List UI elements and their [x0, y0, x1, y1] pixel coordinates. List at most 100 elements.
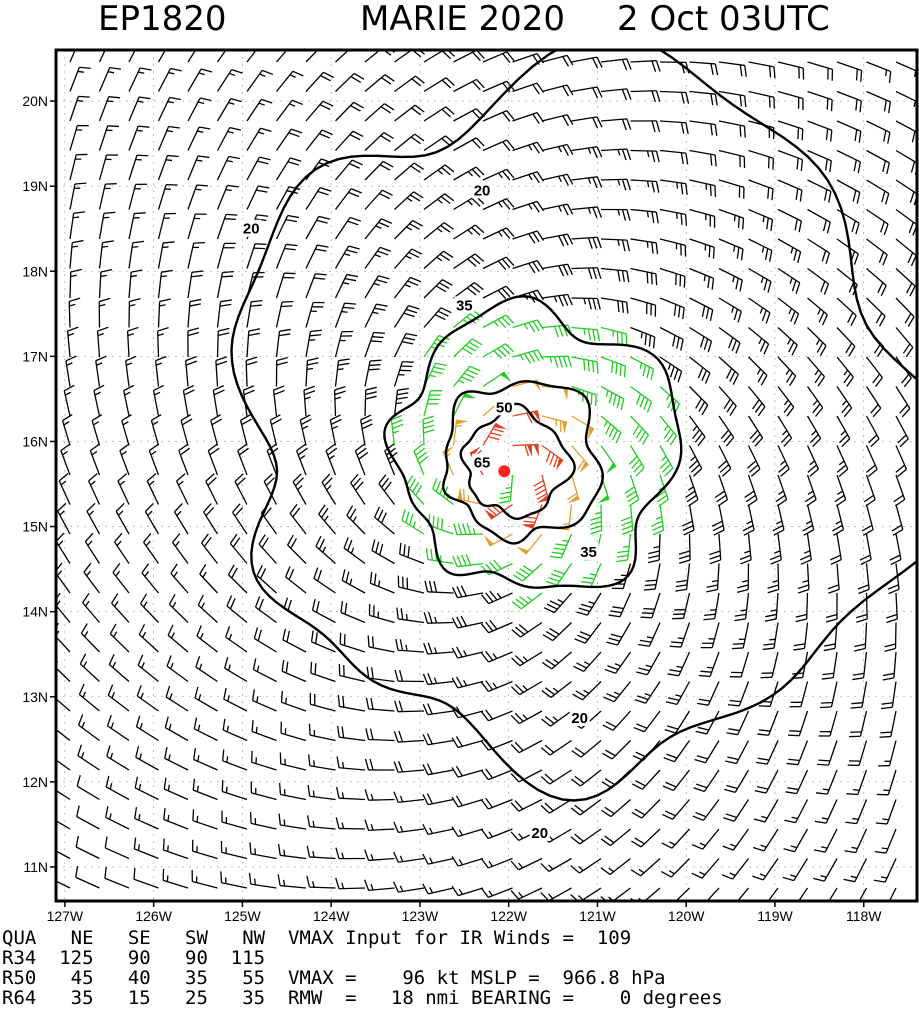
barb-full	[451, 707, 459, 719]
barb-full	[544, 773, 554, 783]
barb-full	[794, 218, 798, 231]
barb-full	[515, 598, 526, 607]
barb-full	[697, 367, 704, 379]
barb-full	[735, 277, 739, 290]
barb-full	[258, 185, 270, 189]
barb-half	[622, 545, 630, 548]
wind-barb	[541, 680, 572, 698]
barb-full	[861, 524, 873, 532]
barb-full	[103, 211, 116, 215]
barb-half	[202, 571, 207, 578]
barb-full	[413, 443, 424, 452]
wind-barb	[105, 775, 130, 801]
barb-half	[349, 578, 353, 585]
barb-full	[353, 72, 365, 80]
barb-half	[787, 338, 792, 345]
barb-full	[890, 558, 902, 566]
barb-full	[349, 508, 357, 519]
barb-full	[265, 477, 275, 487]
barb-full	[850, 706, 863, 709]
barb-full	[723, 398, 731, 410]
wind-barb	[571, 116, 603, 129]
barb-full	[257, 160, 269, 165]
barb-full	[105, 806, 109, 818]
barb-full	[683, 529, 695, 536]
barb-half	[147, 510, 153, 516]
wind-barb	[753, 799, 779, 823]
barb-half	[399, 825, 404, 833]
barb-full	[276, 356, 288, 362]
barb-full	[371, 636, 375, 648]
wind-barb	[659, 149, 689, 165]
barb-full	[365, 386, 377, 391]
barb-full	[346, 273, 359, 278]
barb-flag	[493, 423, 507, 430]
barb-full	[193, 241, 206, 244]
wind-barb	[187, 126, 211, 151]
barb-full	[729, 371, 736, 382]
wind-barb	[718, 415, 735, 447]
barb-half	[66, 362, 73, 366]
barb-full	[446, 50, 455, 57]
wind-barb	[104, 866, 130, 889]
barb-full	[131, 269, 143, 273]
barb-full	[344, 277, 357, 282]
barb-full	[107, 684, 114, 696]
wind-barb	[777, 208, 802, 233]
barb-half	[433, 677, 438, 684]
barb-full	[261, 69, 274, 76]
barb-flag	[562, 387, 568, 401]
wind-barb	[334, 245, 360, 269]
barb-full	[460, 615, 467, 627]
barb-half	[144, 571, 150, 577]
barb-full	[544, 802, 554, 812]
wind-barb	[333, 386, 346, 417]
wind-barb	[451, 615, 484, 629]
wind-barb	[510, 887, 543, 900]
barb-staff	[56, 820, 71, 830]
barb-full	[435, 480, 442, 492]
barb-full	[510, 889, 519, 900]
barb-full	[887, 584, 899, 590]
wind-barb	[630, 179, 660, 193]
barb-half	[341, 822, 345, 829]
barb-full	[119, 443, 130, 452]
wind-barb	[152, 384, 165, 417]
barb-full	[386, 447, 396, 456]
wind-barb	[337, 695, 366, 712]
barb-full	[540, 804, 550, 814]
barb-half	[341, 761, 345, 769]
barb-full	[471, 227, 481, 236]
wind-barb	[807, 179, 832, 203]
barb-full	[355, 443, 365, 452]
barb-full	[456, 616, 463, 628]
barb-full	[814, 372, 823, 384]
wind-barb	[335, 847, 366, 860]
barb-full	[300, 418, 312, 426]
barb-full	[196, 625, 202, 637]
wind-barb	[760, 651, 779, 679]
barb-full	[396, 607, 399, 620]
wind-barb	[58, 473, 71, 505]
barb-full	[676, 579, 688, 583]
barb-full	[89, 443, 100, 452]
barb-full	[350, 473, 359, 484]
barb-full	[427, 673, 433, 685]
barb-full	[280, 690, 283, 703]
wind-barb	[541, 444, 564, 471]
barb-full	[716, 494, 727, 503]
wind-barb	[807, 120, 833, 142]
barb-full	[551, 551, 564, 555]
barb-half	[62, 450, 68, 456]
barb-full	[592, 177, 598, 189]
wind-barb	[325, 443, 338, 476]
wind-barb	[847, 740, 868, 767]
barb-full	[485, 797, 494, 808]
wind-barb	[423, 106, 455, 122]
wind-barb	[336, 756, 366, 771]
barb-full	[655, 211, 659, 224]
barb-staff	[525, 533, 543, 555]
barb-full	[574, 775, 585, 784]
barb-full	[412, 219, 424, 227]
barb-full	[245, 356, 258, 362]
